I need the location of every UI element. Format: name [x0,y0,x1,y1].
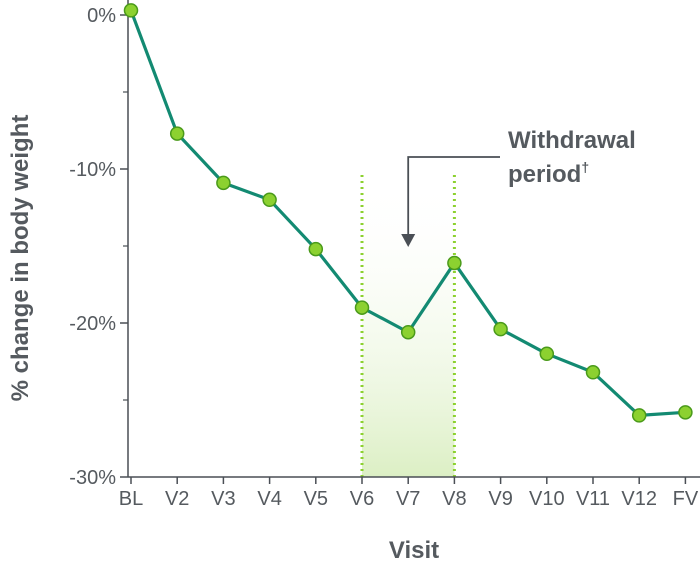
y-tick-label: -20% [69,313,116,335]
x-tick-label-v4: V4 [257,488,281,510]
data-point-v3 [216,175,231,191]
data-point-v9 [493,321,508,337]
annotation-text-line2: period† [508,159,589,188]
data-point-v8 [447,255,462,271]
y-axis-title: % change in body weight [7,115,34,402]
data-point-fv [678,405,693,420]
annotation-text-line1: Withdrawal [508,127,636,154]
data-point-v4 [262,192,277,208]
y-tick-label: -30% [69,467,116,489]
data-point-v12 [631,408,647,423]
x-tick-label-v9: V9 [488,488,512,510]
y-ticks: 0% -10% -20% -30% [69,5,128,489]
x-tick-label-v11: V11 [576,488,610,510]
x-tick-label-bl: BL [119,488,143,510]
annotation-dagger: † [581,159,589,175]
x-tick-label-v3: V3 [211,488,235,510]
x-axis: BL V2 V3 V4 V5 V6 V7 V8 V9 V10 V11 V12 FV [119,476,700,510]
y-tick-label: 0% [87,5,116,27]
x-tick-label-v5: V5 [304,488,328,510]
data-point-v7 [400,324,416,340]
x-tick-label-v7: V7 [396,488,420,510]
x-tick-label-v6: V6 [350,488,374,510]
x-tick-label-v12: V12 [621,488,657,510]
data-point-v6 [354,300,370,315]
data-point-v2 [169,126,185,141]
annotation-arrow-head [401,234,416,247]
data-point-v5 [308,241,324,257]
x-tick-label-fv: FV [673,488,699,510]
x-axis-title: Visit [389,537,439,564]
annotation-period-word: period [508,161,581,188]
y-axis: 0% -10% -20% -30% [69,0,129,489]
x-tick-label-v2: V2 [165,488,189,510]
annotation-arrow [407,156,500,236]
data-point-bl [123,3,139,18]
series-weight-change [123,3,693,423]
x-tick-label-v10: V10 [529,488,565,510]
x-tick-label-v8: V8 [442,488,466,510]
x-ticks: BL V2 V3 V4 V5 V6 V7 V8 V9 V10 V11 V12 FV [119,477,699,510]
y-tick-label: -10% [69,159,116,181]
data-point-v11 [585,365,601,380]
data-point-v10 [539,346,555,362]
withdrawal-annotation: Withdrawal period† [401,127,636,247]
